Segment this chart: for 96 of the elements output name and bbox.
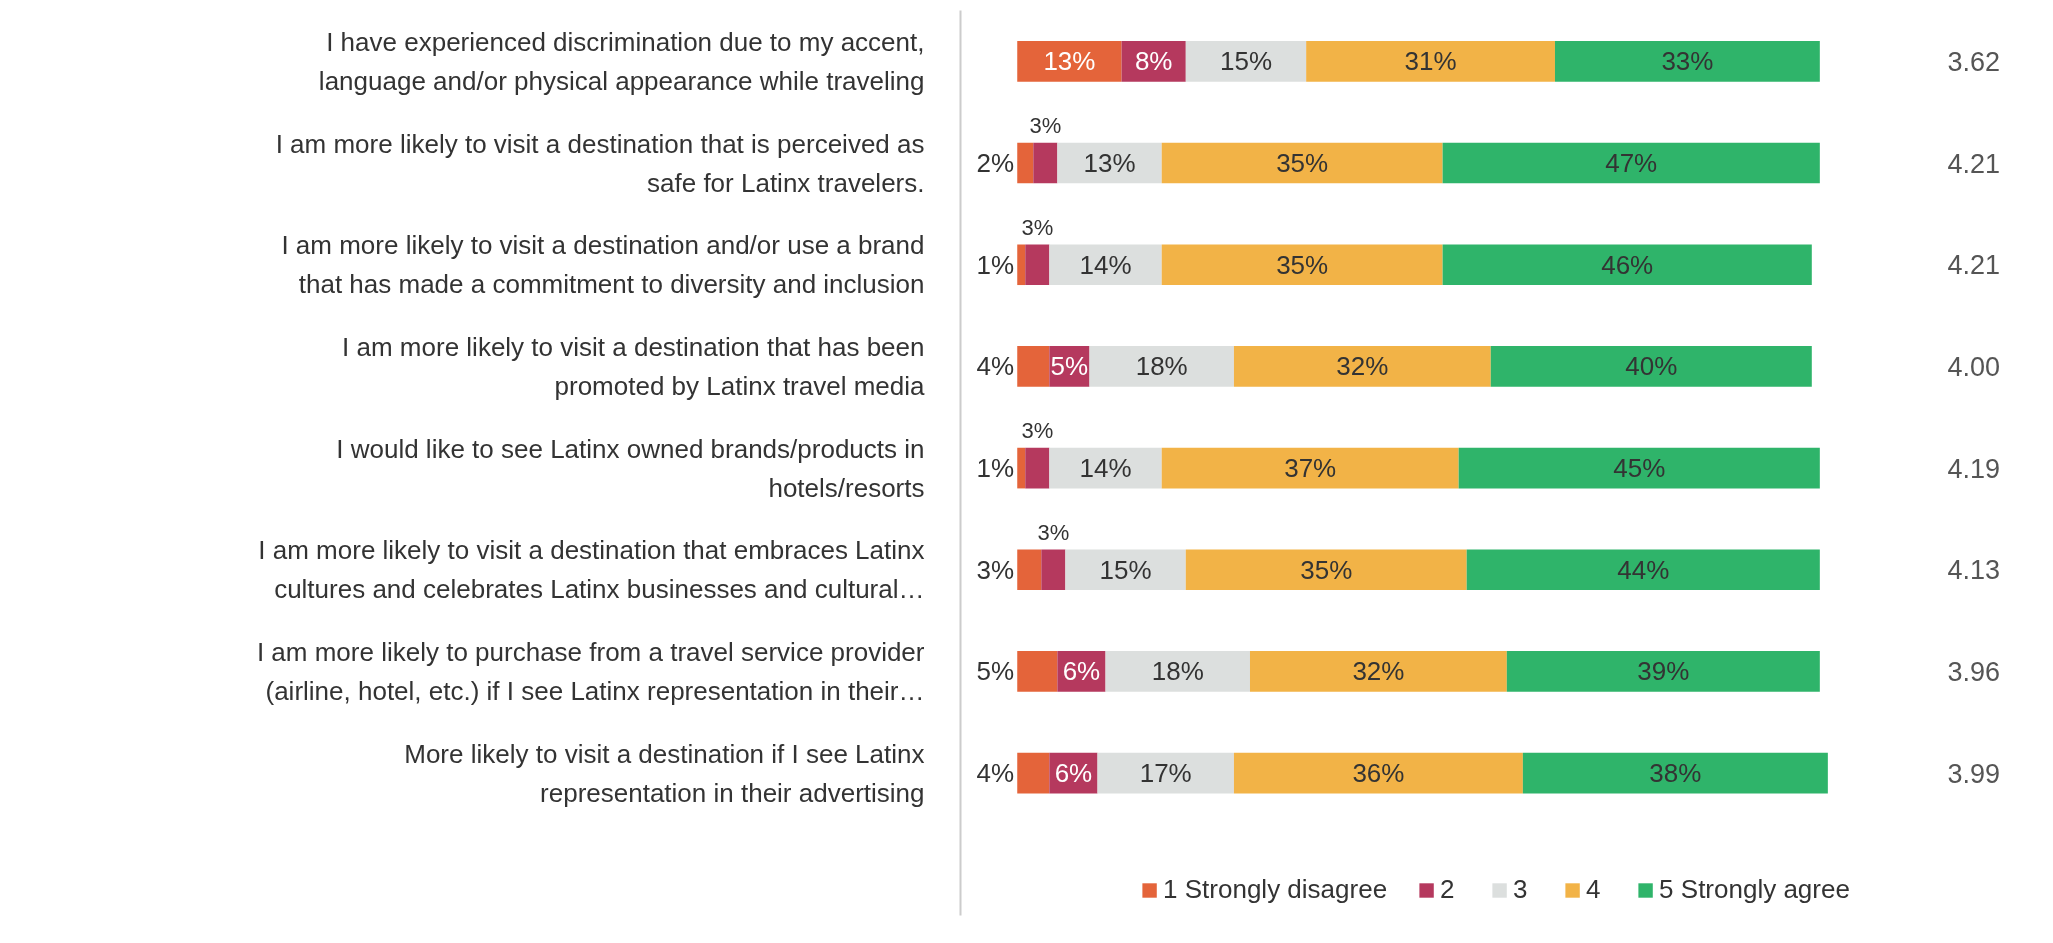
data-label: 3%	[1021, 417, 1054, 443]
data-label: 13%	[1083, 148, 1136, 179]
bar	[1017, 549, 1042, 591]
data-label: 40%	[1625, 351, 1678, 382]
data-label: 33%	[1661, 46, 1714, 77]
data-label: 3%	[1037, 519, 1070, 545]
data-label: 8%	[1134, 46, 1173, 77]
bar	[1506, 651, 1820, 692]
data-label: 32%	[1336, 351, 1389, 382]
bar	[1306, 41, 1555, 82]
bar	[1466, 549, 1820, 591]
data-label: 1%	[976, 249, 1015, 280]
bar	[1017, 651, 1058, 692]
y-tick-label: I am more likely to visit a destination and/or use a brand that has made a commitment to diversity and inclusion	[281, 230, 925, 300]
bar	[1033, 142, 1058, 184]
data-label: 2%	[976, 148, 1015, 179]
data-label: 17%	[1139, 758, 1192, 789]
data-label: 46%	[1601, 249, 1654, 280]
bar	[1041, 549, 1066, 591]
y-tick-label: I am more likely to visit a destination that embraces Latinx cultures and celebrates Latinx businesses and cultural…	[258, 535, 925, 605]
bar	[1161, 447, 1459, 489]
data-label: 37%	[1284, 453, 1337, 484]
bar	[1065, 549, 1186, 591]
data-label: 13%	[1043, 46, 1096, 77]
bar	[1554, 41, 1820, 82]
text: 4.21	[1947, 148, 2001, 179]
data-label: 35%	[1276, 249, 1329, 280]
bar	[1161, 142, 1443, 184]
bar	[1017, 142, 1034, 184]
data-label: 32%	[1352, 656, 1405, 687]
bar	[1025, 447, 1050, 489]
y-tick-label: I am more likely to visit a destination that has been promoted by Latinx travel media	[342, 331, 926, 401]
bar	[1097, 752, 1234, 794]
data-label: 3%	[976, 554, 1015, 585]
bar	[1017, 346, 1050, 387]
bar	[1185, 549, 1467, 591]
legend-label: 5 Strongly agree	[1659, 874, 1850, 905]
data-label: 1%	[976, 453, 1015, 484]
bar	[1161, 244, 1443, 286]
data-label: 4%	[976, 351, 1015, 382]
bar	[1105, 651, 1250, 692]
data-label: 39%	[1637, 656, 1690, 687]
data-label: 5%	[1050, 351, 1089, 382]
data-label: 31%	[1404, 46, 1457, 77]
bar	[1185, 41, 1307, 82]
bar	[1249, 651, 1507, 692]
bar	[1233, 346, 1491, 387]
data-label: 6%	[1062, 656, 1101, 687]
data-label: 35%	[1300, 554, 1353, 585]
bar	[1490, 346, 1812, 387]
data-label: 14%	[1079, 249, 1132, 280]
data-label: 4%	[976, 758, 1015, 789]
data-label: 5%	[976, 656, 1015, 687]
data-label: 36%	[1352, 758, 1405, 789]
text: 4.19	[1947, 453, 2001, 484]
y-tick-label: I would like to see Latinx owned brands/products in hotels/resorts	[336, 433, 925, 503]
bar	[1049, 244, 1162, 286]
bar	[1017, 447, 1026, 489]
data-label: 15%	[1219, 46, 1273, 77]
data-label: 15%	[1099, 554, 1152, 585]
legend-label: 1 Strongly disagree	[1163, 874, 1388, 905]
bar	[1017, 41, 1122, 82]
data-label: 45%	[1613, 453, 1666, 484]
legend-label: 4	[1586, 874, 1602, 905]
data-label: 6%	[1054, 758, 1093, 789]
bar	[1233, 752, 1523, 794]
text: 3.99	[1947, 758, 2001, 789]
data-label: 35%	[1276, 148, 1329, 179]
bar	[1017, 752, 1050, 794]
bar	[1458, 447, 1820, 489]
text: 4.00	[1947, 351, 2001, 382]
data-label: 38%	[1649, 758, 1702, 789]
text: 3.96	[1947, 656, 2001, 687]
data-label: 14%	[1079, 453, 1132, 484]
y-tick-label: More likely to visit a destination if I see Latinx representation in their advertising	[404, 738, 925, 808]
bar	[1442, 142, 1820, 184]
y-tick-label: I am more likely to visit a destination that is perceived as safe for Latinx travelers.	[275, 128, 925, 198]
data-label: 3%	[1021, 214, 1054, 240]
data-label: 3%	[1029, 112, 1062, 138]
bar	[1049, 447, 1162, 489]
y-tick-label: I am more likely to purchase from a travel service provider (airline, hotel, etc.) if I see Latinx representation in their…	[256, 636, 925, 706]
legend-label: 3	[1513, 874, 1529, 905]
legend-label: 2	[1440, 874, 1456, 905]
data-label: 18%	[1135, 351, 1188, 382]
text: 3.62	[1947, 46, 2001, 77]
text: 4.13	[1947, 555, 2001, 586]
bar	[1017, 244, 1026, 286]
data-label: 47%	[1605, 148, 1658, 179]
y-tick-label: I have experienced discrimination due to my accent, language and/or physical appearance while traveling	[318, 26, 925, 96]
bar	[1089, 346, 1234, 387]
data-label: 18%	[1151, 656, 1204, 687]
bar	[1025, 244, 1050, 286]
text: 4.21	[1947, 250, 2001, 281]
bar	[1442, 244, 1812, 286]
bar	[1522, 752, 1828, 794]
data-label: 44%	[1617, 554, 1670, 585]
